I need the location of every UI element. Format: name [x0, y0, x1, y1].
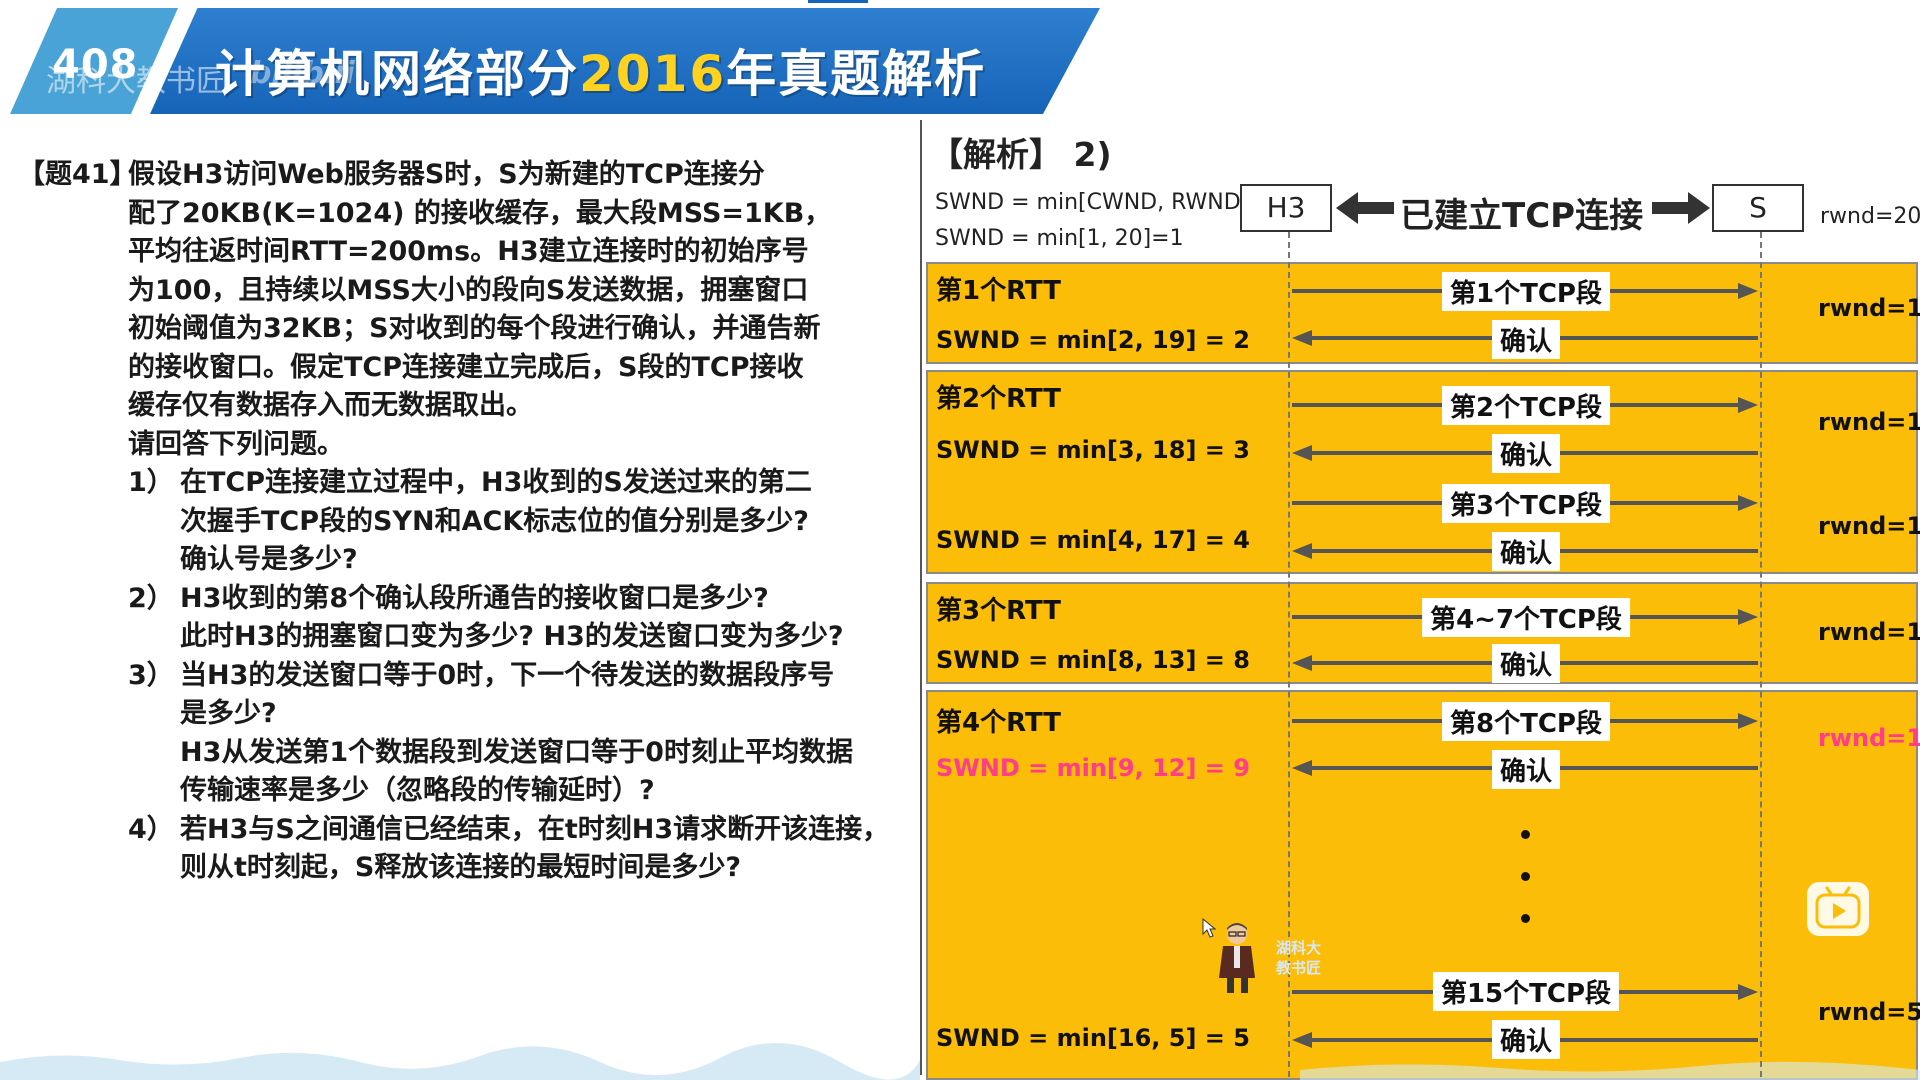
analysis-title: 【解析】 2): [930, 135, 1112, 174]
rtt-block-3: [926, 582, 1918, 684]
item-number: 2）: [128, 582, 174, 614]
segment-label: 第1个TCP段: [1442, 272, 1610, 311]
connection-label: 已建立TCP连接: [1400, 196, 1644, 236]
rtt-label: 第1个RTT: [936, 276, 1062, 306]
title-prefix: 计算机网络部分: [215, 45, 579, 103]
rtt-label: 第4个RTT: [936, 708, 1062, 738]
node-s: S: [1712, 184, 1804, 232]
ack-label: 确认: [1491, 644, 1561, 683]
panel-divider: [920, 120, 922, 1075]
swnd-label: SWND = min[3, 18] = 3: [936, 436, 1250, 464]
item-line: H3收到的第8个确认段所通告的接收窗口是多少?: [180, 582, 769, 614]
rwnd-label: rwnd=17: [1818, 512, 1920, 540]
swnd-label-highlight: SWND = min[9, 12] = 9: [936, 754, 1250, 782]
ack-label: 确认: [1491, 434, 1561, 473]
rtt-label: 第2个RTT: [936, 384, 1062, 414]
question-line: 请回答下列问题。: [128, 428, 344, 460]
segment-label: 第3个TCP段: [1442, 484, 1610, 523]
swnd-label: SWND = min[4, 17] = 4: [936, 526, 1250, 554]
swnd-initial: SWND = min[1, 20]=1: [935, 226, 1184, 251]
rwnd-label: rwnd=18: [1818, 408, 1920, 436]
item-number: 4）: [128, 813, 174, 845]
item-line: 是多少?: [180, 698, 277, 729]
item-line: 次握手TCP段的SYN和ACK标志位的值分别是多少?: [180, 505, 809, 537]
page-title: 计算机网络部分2016年真题解析: [215, 34, 986, 106]
item-line: 传输速率是多少（忽略段的传输延时）?: [180, 775, 655, 806]
bottom-wave: [0, 1042, 1920, 1080]
rwnd-label-highlight: rwnd=12: [1818, 724, 1920, 752]
ellipsis-dot: [1521, 914, 1530, 923]
item-line: 确认号是多少?: [180, 544, 358, 575]
item-line: 在TCP连接建立过程中，H3收到的S发送过来的第二: [180, 467, 812, 498]
segment-label: 第2个TCP段: [1442, 386, 1610, 425]
mascot-label: 湖科大 教书匠: [1276, 938, 1321, 978]
item-line: H3从发送第1个数据段到发送窗口等于0时刻止平均数据: [180, 736, 853, 768]
item-line: 此时H3的拥塞窗口变为多少? H3的发送窗口变为多少?: [180, 621, 844, 652]
s-timeline: [1760, 232, 1762, 1077]
title-suffix: 年真题解析: [726, 45, 987, 103]
right-arrow-icon: [1652, 192, 1710, 224]
question-line: 平均往返时间RTT=200ms。H3建立连接时的初始序号: [128, 236, 809, 267]
item-number: 1）: [128, 467, 174, 498]
question-tag: 【题41】: [18, 159, 137, 190]
teacher-avatar-icon: [1219, 923, 1255, 993]
swnd-label: SWND = min[16, 5] = 5: [936, 1024, 1250, 1052]
exam-code: 408: [52, 42, 139, 88]
ack-label: 确认: [1491, 1020, 1561, 1059]
ack-label: 确认: [1491, 320, 1561, 359]
item-line: 当H3的发送窗口等于0时，下一个待发送的数据段序号: [180, 659, 835, 691]
play-icon: [1815, 886, 1861, 929]
mascot-name-line2: 教书匠: [1276, 959, 1322, 977]
rwnd-initial: rwnd=20: [1820, 204, 1920, 229]
segment-label: 第15个TCP段: [1432, 972, 1620, 1011]
rtt-block-1: [926, 262, 1918, 364]
question-line: 配了20KB(K=1024) 的接收缓存，最大段MSS=1KB，: [128, 197, 832, 229]
swnd-label: SWND = min[2, 19] = 2: [936, 326, 1250, 354]
swnd-label: SWND = min[8, 13] = 8: [936, 646, 1250, 674]
rtt-label: 第3个RTT: [936, 596, 1062, 626]
ack-label: 确认: [1491, 532, 1561, 571]
segment-label: 第8个TCP段: [1442, 702, 1610, 741]
rwnd-label: rwnd=5: [1818, 998, 1920, 1026]
node-h3: H3: [1240, 184, 1332, 232]
h3-timeline: [1288, 232, 1290, 1077]
segment-label: 第4~7个TCP段: [1422, 598, 1630, 637]
cursor-icon: [1202, 918, 1216, 938]
rwnd-label: rwnd=19: [1818, 294, 1920, 322]
bilibili-watermark: bilibili: [250, 56, 355, 91]
question-line: 假设H3访问Web服务器S时，S为新建的TCP连接分: [128, 159, 765, 190]
mascot-name-line1: 湖科大: [1276, 939, 1322, 957]
question-line: 缓存仅有数据存入而无数据取出。: [128, 390, 533, 421]
swnd-formula: SWND = min[CWND, RWND]: [935, 190, 1250, 215]
top-strip: [808, 0, 868, 3]
item-line: 则从t时刻起，S释放该连接的最短时间是多少?: [180, 852, 742, 883]
banner: [150, 8, 1100, 114]
question-line: 为100，且持续以MSS大小的段向S发送数据，拥塞窗口: [128, 274, 809, 306]
left-arrow-icon: [1336, 192, 1394, 224]
question-line: 的接收窗口。假定TCP连接建立完成后，S段的TCP接收: [128, 351, 804, 383]
ellipsis-dot: [1521, 830, 1530, 839]
bilibili-play-icon[interactable]: [1805, 880, 1871, 938]
ack-label: 确认: [1491, 750, 1561, 789]
item-line: 若H3与S之间通信已经结束，在t时刻H3请求断开该连接，: [180, 813, 890, 845]
rwnd-label: rwnd=13: [1818, 618, 1920, 646]
question-line: 初始阈值为32KB；S对收到的每个段进行确认，并通告新: [128, 313, 821, 344]
ellipsis-dot: [1521, 872, 1530, 881]
watermark-text: 湖科大教书匠: [46, 64, 226, 99]
item-number: 3）: [128, 659, 174, 691]
rtt-block-4: [926, 690, 1918, 1080]
title-year: 2016: [579, 45, 727, 103]
